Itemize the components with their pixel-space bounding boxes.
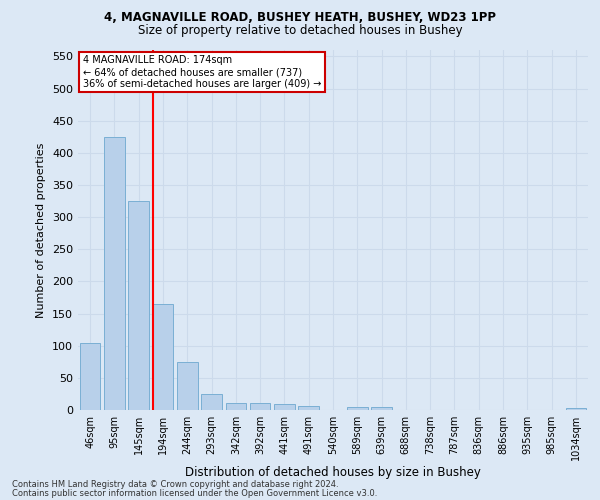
Bar: [177, 362, 197, 410]
Y-axis label: Number of detached properties: Number of detached properties: [37, 142, 46, 318]
Bar: [371, 407, 392, 410]
Bar: [274, 404, 295, 410]
Bar: [128, 201, 149, 410]
Bar: [226, 403, 246, 410]
Text: Contains public sector information licensed under the Open Government Licence v3: Contains public sector information licen…: [12, 488, 377, 498]
Bar: [201, 394, 222, 410]
Bar: [250, 403, 271, 410]
Text: Contains HM Land Registry data © Crown copyright and database right 2024.: Contains HM Land Registry data © Crown c…: [12, 480, 338, 489]
X-axis label: Distribution of detached houses by size in Bushey: Distribution of detached houses by size …: [185, 466, 481, 478]
Bar: [80, 343, 100, 410]
Bar: [347, 407, 368, 410]
Bar: [566, 408, 586, 410]
Bar: [152, 304, 173, 410]
Bar: [104, 137, 125, 410]
Text: Size of property relative to detached houses in Bushey: Size of property relative to detached ho…: [137, 24, 463, 37]
Text: 4, MAGNAVILLE ROAD, BUSHEY HEATH, BUSHEY, WD23 1PP: 4, MAGNAVILLE ROAD, BUSHEY HEATH, BUSHEY…: [104, 11, 496, 24]
Bar: [298, 406, 319, 410]
Text: 4 MAGNAVILLE ROAD: 174sqm
← 64% of detached houses are smaller (737)
36% of semi: 4 MAGNAVILLE ROAD: 174sqm ← 64% of detac…: [83, 56, 322, 88]
